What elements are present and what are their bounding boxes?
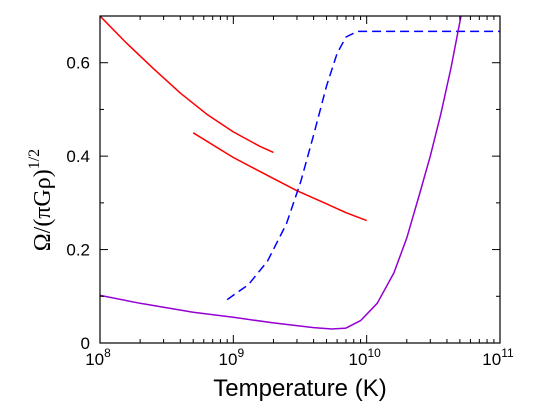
x-tick-label: 109 (219, 346, 245, 369)
x-tick-label: 108 (85, 346, 111, 369)
ticks-layer: 108 109 1010 1011 0 0.2 0.4 0.6 (66, 16, 514, 369)
series-layer (100, 16, 500, 330)
x-tick-label: 1010 (349, 346, 382, 369)
y-tick-label: 0.4 (66, 147, 90, 166)
series-line-4 (100, 16, 462, 330)
series-line-3 (226, 30, 500, 301)
y-axis-title: Ω/(πGρ)1/2 (26, 149, 56, 251)
svg-text:Ω/(πGρ)1/2: Ω/(πGρ)1/2 (26, 149, 56, 251)
plot-frame (99, 15, 501, 344)
y-tick-label: 0.2 (66, 241, 90, 260)
y-tick-label: 0.6 (66, 54, 90, 73)
y-tick-label: 0 (81, 334, 90, 353)
y-axis-title-exponent: 1/2 (26, 149, 43, 169)
x-axis-title: Temperature (K) (213, 375, 386, 402)
x-tick-label: 1011 (482, 346, 514, 369)
series-line-2 (192, 132, 367, 222)
series-line-1 (100, 16, 274, 154)
y-axis-title-main: Ω/(πGρ) (30, 169, 56, 251)
